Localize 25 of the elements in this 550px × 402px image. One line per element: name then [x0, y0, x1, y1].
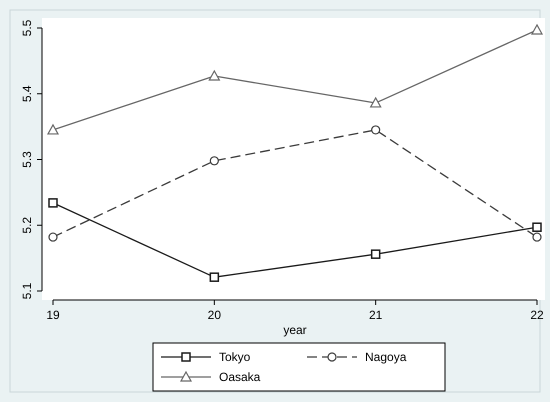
y-tick-label: 5.3 [20, 150, 34, 168]
point [210, 156, 219, 166]
y-tick-label: 5.1 [20, 282, 34, 300]
point [532, 222, 542, 232]
x-tick-label: 20 [208, 308, 222, 322]
point [208, 70, 220, 81]
point [210, 272, 220, 282]
y-tick-label: 5.5 [20, 19, 34, 36]
y-tick-label: 5.4 [20, 85, 34, 102]
y-tick-label: 5.2 [20, 216, 34, 234]
point [48, 198, 58, 208]
point [532, 232, 542, 242]
point [48, 232, 58, 242]
point [370, 97, 382, 108]
x-tick-label: 22 [530, 308, 544, 322]
legend-label: Tokyo [219, 350, 251, 364]
point [47, 124, 59, 135]
x-tick-label: 19 [46, 308, 60, 322]
point [531, 24, 543, 35]
x-axis-title: year [283, 323, 307, 337]
point [371, 125, 380, 135]
legend-label: Nagoya [365, 350, 407, 364]
x-tick-label: 21 [368, 308, 383, 322]
legend-label: Oasaka [219, 370, 261, 384]
point [370, 249, 380, 259]
